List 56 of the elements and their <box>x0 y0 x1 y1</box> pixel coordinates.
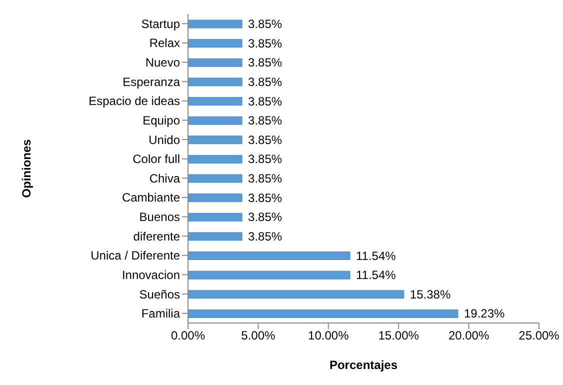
y-tick-label: Familia <box>141 306 180 321</box>
x-tick-label: 20.00% <box>448 328 490 343</box>
bar <box>188 309 458 318</box>
y-tick-label: Espacio de ideas <box>88 94 180 108</box>
data-label: 3.85% <box>248 56 282 70</box>
data-label: 19.23% <box>464 306 506 321</box>
data-label: 15.38% <box>410 287 451 302</box>
y-tick-label: Innovacion <box>122 268 180 282</box>
bar <box>188 20 242 28</box>
bar <box>188 97 242 106</box>
data-label: 3.85% <box>248 132 282 147</box>
y-tick-label: Sueños <box>139 287 180 302</box>
bar <box>188 39 242 48</box>
bar <box>188 252 350 260</box>
y-axis-title: Opiniones <box>19 138 34 198</box>
y-tick-label: Buenos <box>139 210 180 224</box>
y-tick-label: Startup <box>141 16 180 31</box>
data-label: 11.54% <box>356 268 396 282</box>
data-label: 3.85% <box>248 94 282 108</box>
y-tick-label: Relax <box>149 36 180 50</box>
x-axis-title: Porcentajes <box>329 358 398 372</box>
data-label: 3.85% <box>248 190 282 205</box>
bar <box>188 136 242 144</box>
bar <box>188 212 242 222</box>
data-label: 3.85% <box>248 114 282 128</box>
data-label: 3.85% <box>248 74 282 89</box>
y-tick-label: diferente <box>133 229 180 244</box>
bar <box>188 154 242 164</box>
y-tick-label: Equipo <box>142 113 180 128</box>
data-label: 3.85% <box>248 229 282 244</box>
y-tick-label: Chiva <box>149 171 180 186</box>
bar <box>188 58 242 67</box>
y-tick-label: Cambiante <box>122 190 180 205</box>
data-label: 3.85% <box>248 17 282 31</box>
data-label: 11.54% <box>356 248 396 263</box>
bar <box>188 78 242 86</box>
x-tick-label: 15.00% <box>378 328 420 343</box>
x-tick-label: 0.00% <box>170 328 206 343</box>
bar <box>188 116 242 125</box>
y-tick-label: Unica / Diferente <box>90 248 180 263</box>
bar <box>188 194 242 202</box>
x-tick-label: 25.00% <box>518 328 560 343</box>
data-label: 3.85% <box>248 172 282 186</box>
y-tick-label: Color full <box>132 152 180 166</box>
data-label: 3.85% <box>248 210 282 224</box>
bar <box>188 290 404 299</box>
bar <box>188 270 350 280</box>
x-tick-label: 10.00% <box>308 328 350 343</box>
x-tick-label: 5.00% <box>241 328 276 343</box>
y-tick-label: Unido <box>148 132 180 147</box>
bar <box>188 174 242 183</box>
data-label: 3.85% <box>248 152 282 166</box>
y-tick-label: Nuevo <box>145 56 180 70</box>
bar <box>188 232 242 241</box>
data-label: 3.85% <box>248 36 282 50</box>
y-tick-label: Esperanza <box>122 74 180 89</box>
